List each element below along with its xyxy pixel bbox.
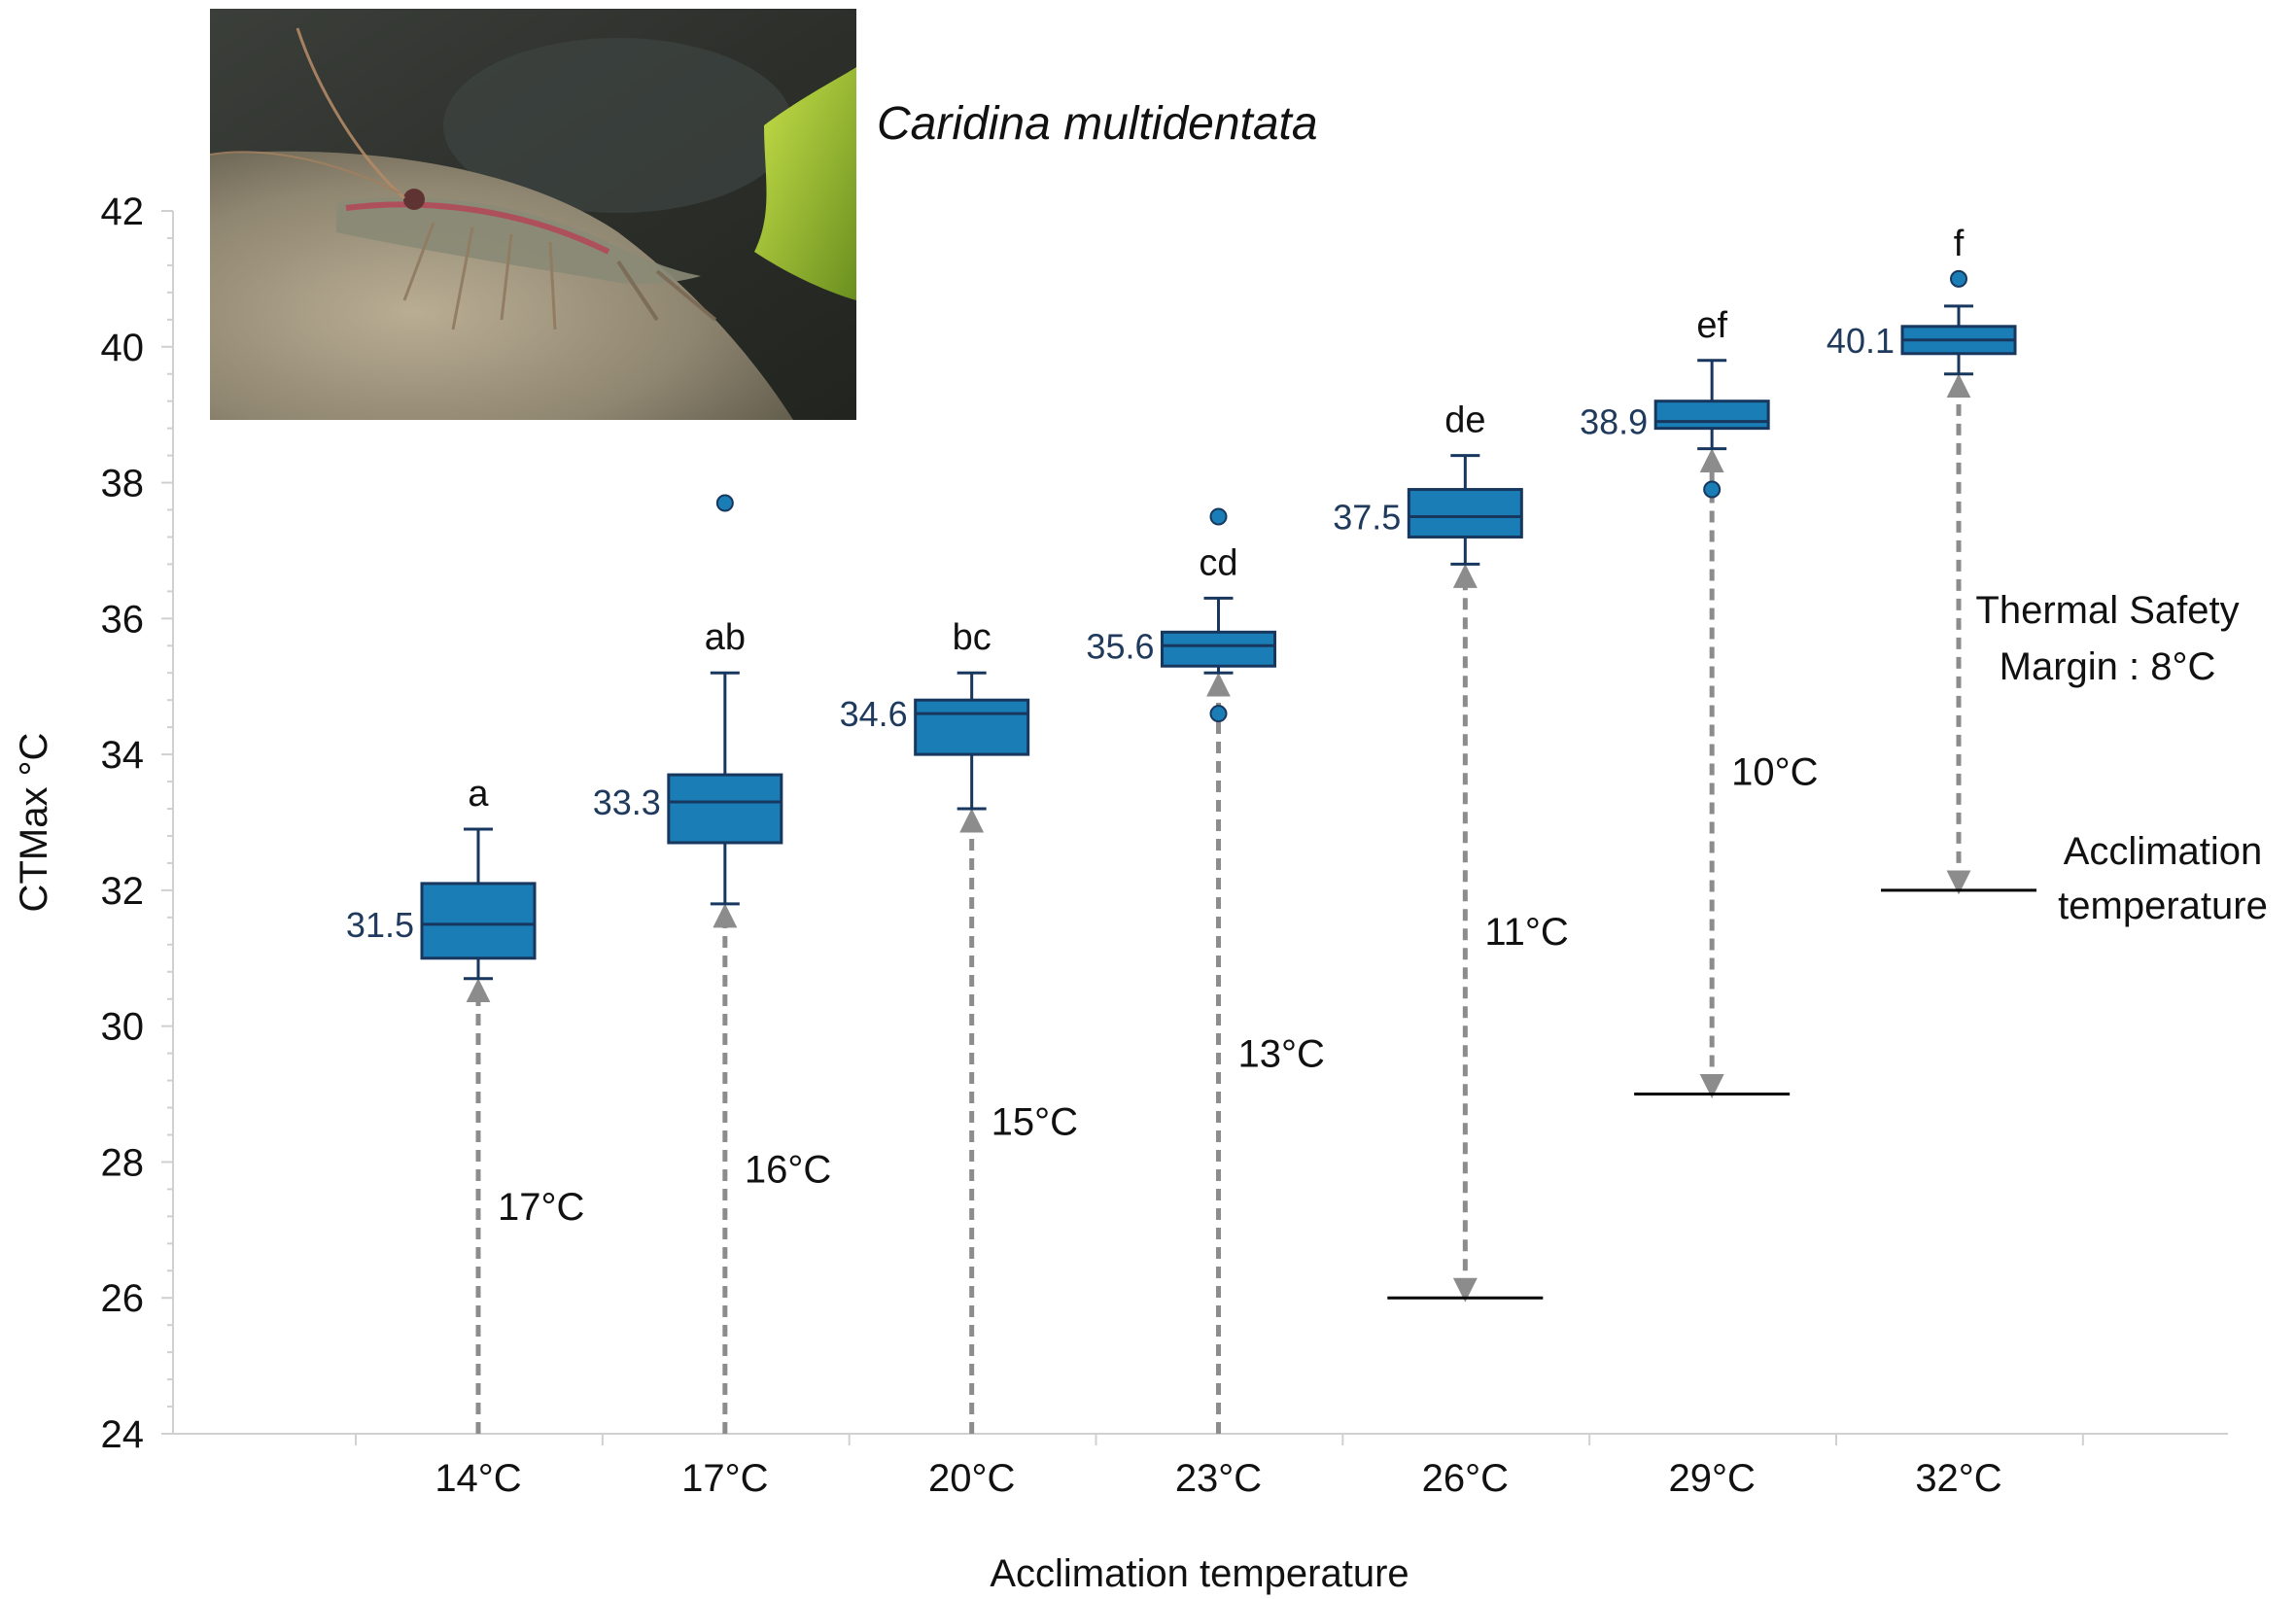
shrimp-photo: [210, 9, 856, 420]
outlier-point: [715, 494, 734, 512]
outlier-point: [1209, 507, 1228, 526]
tsm-value-label: 17°C: [498, 1186, 584, 1229]
outlier-point: [1950, 269, 1967, 288]
iqr-box: [420, 882, 537, 960]
tsm-value-label: 11°C: [1484, 911, 1568, 954]
iqr-box: [667, 773, 783, 845]
significance-letter: cd: [1199, 542, 1237, 583]
y-tick-label: 26: [101, 1277, 145, 1320]
outlier-point: [1703, 480, 1722, 499]
y-tick-label: 38: [101, 463, 145, 505]
axes: 24 26 28 30 32 34 36 38 40 42 14°C 17°C 20°C 23°C 26°C…: [101, 191, 2228, 1500]
median-label: 34.6: [840, 694, 908, 734]
y-tick-label: 24: [101, 1413, 145, 1456]
species-name: Caridina multidentata: [877, 98, 1318, 150]
acclimation-note-line2: temperature: [2058, 885, 2268, 927]
significance-letter: de: [1444, 400, 1485, 441]
median-label: 31.5: [346, 905, 414, 945]
significance-letter: a: [468, 774, 489, 815]
outlier-point: [1209, 705, 1228, 723]
tsm-title-line1: Thermal Safety: [1975, 589, 2239, 632]
labels: 31.5 a 17°C 33.3 ab 16°C 34.6 bc 15°C 35.6 cd 13°C 3…: [346, 224, 1965, 1229]
x-tick-label: 26°C: [1422, 1457, 1509, 1500]
x-tick-label: 17°C: [681, 1457, 768, 1500]
median-label: 37.5: [1333, 498, 1401, 538]
tsm-value-label: 10°C: [1731, 751, 1818, 794]
tsm-value-label: 15°C: [991, 1101, 1078, 1144]
median-label: 40.1: [1826, 321, 1895, 361]
x-tick-label: 20°C: [928, 1457, 1015, 1500]
tsm-arrows: [466, 373, 1971, 1434]
iqr-box: [1161, 630, 1276, 668]
median-label: 35.6: [1086, 626, 1154, 666]
x-tick-label: 23°C: [1175, 1457, 1262, 1500]
tsm-value-label: 13°C: [1238, 1033, 1325, 1076]
x-axis-title: Acclimation temperature: [990, 1552, 1409, 1595]
significance-letter: bc: [953, 617, 991, 658]
y-tick-label: 40: [101, 327, 145, 369]
y-tick-label: 32: [101, 870, 145, 913]
significance-letter: f: [1954, 224, 1965, 264]
significance-letter: ef: [1696, 305, 1727, 346]
median-label: 33.3: [593, 782, 661, 822]
boxes: [420, 269, 2017, 981]
y-tick-label: 36: [101, 598, 145, 641]
y-tick-label: 30: [101, 1006, 145, 1049]
y-tick-label: 42: [101, 191, 145, 233]
tsm-value-label: 16°C: [745, 1148, 831, 1191]
median-label: 38.9: [1580, 402, 1648, 442]
iqr-box: [1407, 488, 1523, 539]
tsm-title-line2: Margin : 8°C: [2000, 645, 2216, 688]
acclimation-lines: [1387, 888, 2036, 1300]
y-tick-label: 34: [101, 734, 145, 777]
y-tick-label: 28: [101, 1141, 145, 1184]
significance-letter: ab: [705, 617, 746, 658]
x-tick-label: 14°C: [435, 1457, 521, 1500]
x-tick-label: 29°C: [1668, 1457, 1755, 1500]
iqr-box: [1653, 400, 1770, 431]
y-axis-title: CTMax °C: [13, 733, 55, 913]
iqr-box: [914, 698, 1030, 756]
acclimation-note-line1: Acclimation: [2064, 830, 2263, 873]
x-tick-label: 32°C: [1915, 1457, 2001, 1500]
